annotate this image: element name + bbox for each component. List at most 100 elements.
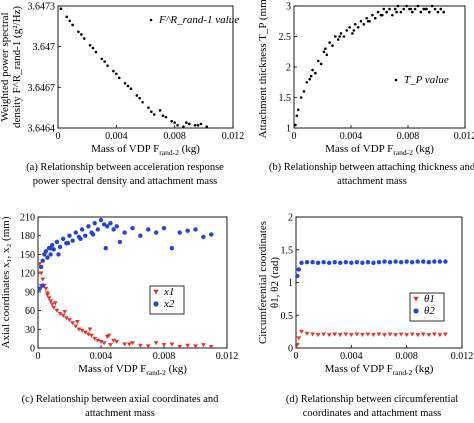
data-point: [419, 10, 423, 14]
x-axis-label: Mass of VDP Frand-2 (kg): [325, 363, 434, 377]
data-point: [63, 316, 69, 321]
plot-frame: [37, 216, 228, 349]
x-tick-label: 0.012: [454, 131, 474, 142]
data-point: [65, 15, 69, 19]
caption-line: power spectral density and attachment ma…: [33, 176, 218, 187]
data-point: [135, 94, 139, 97]
data-point: [391, 13, 394, 17]
plot-frame: [293, 5, 466, 129]
y-tick-label: 0.5: [281, 311, 294, 322]
data-point: [78, 236, 83, 242]
data-point: [321, 259, 326, 265]
x-tick-label: 0.008: [163, 131, 186, 142]
data-point: [98, 339, 104, 344]
data-point: [101, 341, 107, 346]
data-point: [199, 122, 203, 126]
y-axis-label: Attachment thickness T_P (mm): [257, 0, 269, 138]
data-point: [294, 123, 297, 127]
data-point: [40, 277, 46, 282]
data-point: [95, 338, 101, 343]
x-tick-label: 0.008: [397, 131, 420, 142]
data-point: [410, 10, 414, 14]
legend-marker: [413, 296, 419, 302]
data-point: [170, 119, 174, 123]
data-point: [385, 10, 388, 14]
data-point: [420, 332, 426, 337]
data-point: [348, 26, 351, 29]
data-point: [431, 332, 437, 337]
data-point: [342, 35, 346, 38]
data-point: [399, 10, 403, 14]
data-point: [76, 327, 82, 332]
data-point: [376, 10, 380, 14]
data-point: [205, 125, 209, 128]
data-point: [79, 227, 85, 232]
data-point: [48, 252, 53, 257]
data-point: [68, 19, 71, 23]
data-point: [137, 343, 143, 348]
data-point: [336, 38, 340, 41]
data-point: [430, 4, 434, 8]
y-tick-label: 210: [20, 213, 35, 224]
y-tick-label: 3: [286, 2, 291, 13]
legend-marker: [153, 289, 159, 295]
data-point: [70, 321, 76, 326]
data-point: [129, 87, 133, 90]
data-point: [164, 115, 168, 119]
data-point: [352, 29, 356, 32]
data-point: [122, 230, 127, 235]
data-point: [393, 259, 398, 264]
x-tick-label: 0.004: [105, 131, 128, 142]
data-point: [387, 332, 393, 337]
data-point: [161, 226, 167, 231]
data-point: [332, 332, 338, 337]
data-point: [38, 271, 44, 276]
data-point: [296, 267, 301, 272]
data-point: [393, 7, 397, 11]
data-point: [138, 96, 141, 100]
plot-frame: [295, 216, 463, 349]
data-point: [332, 259, 337, 265]
data-point: [48, 245, 53, 251]
data-point: [437, 259, 443, 264]
data-point: [315, 333, 321, 338]
x-tick-label: 0: [292, 131, 297, 142]
data-point: [371, 13, 374, 17]
caption-line: (a) Relationship between acceleration re…: [26, 162, 224, 173]
data-point: [91, 46, 95, 50]
data-point: [402, 7, 406, 11]
data-point: [376, 332, 382, 337]
data-point: [169, 342, 175, 347]
data-point: [295, 114, 299, 118]
data-point: [423, 7, 427, 11]
data-point: [382, 333, 387, 338]
data-point: [410, 259, 415, 265]
y-tick-label: 3.6467: [28, 83, 56, 94]
y-tick-label: 120: [20, 269, 35, 280]
data-point: [325, 53, 329, 57]
data-point: [359, 19, 363, 23]
data-point: [437, 333, 443, 338]
data-point: [74, 320, 80, 324]
data-point: [398, 259, 404, 265]
data-point: [321, 332, 327, 337]
y-axis-label: θ1, θ2 (rad): [269, 257, 281, 308]
legend-marker: [153, 301, 159, 307]
data-point: [334, 35, 337, 38]
caption-line: (d) Relationship between circumferential: [286, 394, 458, 405]
data-point: [311, 68, 314, 72]
x-tick-label: 0.012: [451, 351, 474, 362]
data-point: [45, 255, 50, 260]
data-point: [106, 333, 112, 338]
data-point: [103, 60, 106, 63]
data-point: [339, 32, 343, 35]
data-point: [45, 293, 50, 298]
data-point: [193, 123, 197, 127]
data-point: [296, 336, 302, 341]
data-point: [413, 7, 417, 11]
legend-label: x2: [163, 298, 175, 310]
data-point: [90, 232, 96, 237]
data-point: [356, 26, 360, 29]
data-point: [126, 342, 132, 347]
data-point: [442, 10, 445, 14]
